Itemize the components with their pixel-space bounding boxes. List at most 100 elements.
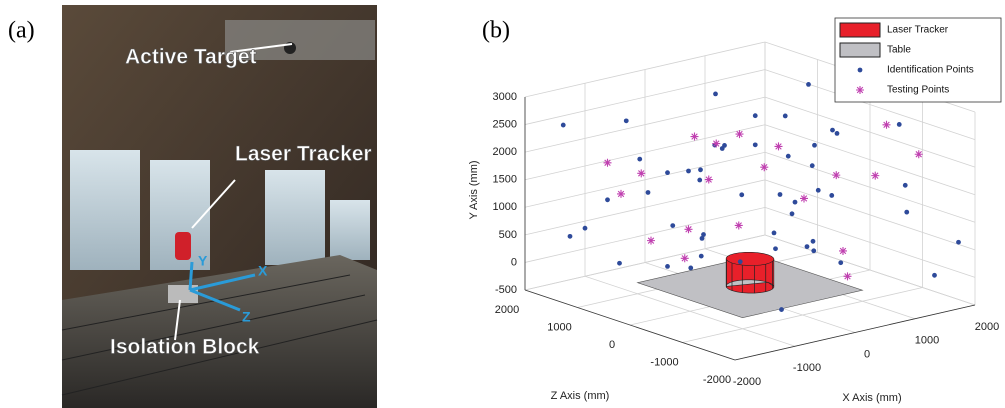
identification-point (812, 142, 817, 148)
identification-point (637, 156, 643, 162)
y-axis-label: Y Axis (mm) (468, 160, 480, 219)
identification-point (811, 248, 817, 254)
identification-point (809, 163, 815, 169)
grid-line (524, 96, 766, 153)
identification-point (771, 230, 777, 236)
testing-point (690, 132, 699, 141)
x-tick-label: 0 (864, 348, 870, 360)
identification-point (719, 146, 725, 151)
testing-point (712, 139, 721, 148)
identification-point (698, 253, 704, 259)
y-tick-label: 2000 (493, 146, 517, 158)
table-photo (62, 255, 377, 408)
legend-swatch (839, 22, 881, 38)
identification-point (670, 223, 676, 228)
testing-point (603, 158, 612, 167)
y-tick-label: -500 (495, 284, 517, 296)
testing-point (843, 272, 852, 281)
photo-axis-label: X (258, 263, 268, 279)
photo-axis (189, 273, 256, 292)
identification-point (830, 127, 835, 133)
grid-line (524, 207, 766, 263)
z-axis-label: Z Axis (mm) (551, 390, 610, 402)
testing-point (704, 175, 713, 184)
identification-point (792, 199, 798, 205)
testing-point (760, 163, 769, 172)
grid-line (524, 151, 766, 208)
panel-label: (b) (482, 18, 510, 44)
z-tick-label: -1000 (650, 356, 678, 368)
testing-point (832, 171, 841, 180)
identification-point (902, 182, 908, 188)
testing-point (882, 120, 891, 129)
identification-point (617, 260, 622, 266)
laser-tracker (725, 251, 775, 294)
identification-point (665, 263, 670, 269)
identification-point (567, 233, 573, 239)
legend-label: Identification Points (887, 65, 974, 76)
identification-point (932, 272, 937, 278)
grid-line (682, 287, 923, 343)
y-tick-label: 500 (499, 229, 517, 241)
photo-axis (189, 288, 241, 312)
window (70, 150, 140, 270)
x-tick-label: 1000 (915, 335, 939, 347)
y-tick-label: 3000 (493, 91, 517, 103)
grid-line (524, 69, 766, 125)
y-tick-label: 0 (511, 256, 517, 268)
identification-point (686, 168, 691, 174)
photo: Active Target Laser Tracker Isolation Bl… (61, 5, 378, 408)
table-slot (61, 274, 351, 331)
z-tick-label: 2000 (495, 304, 519, 316)
robot-arm (225, 20, 375, 60)
identification-point (789, 211, 795, 217)
identification-point (645, 190, 651, 195)
pointer (229, 43, 293, 53)
identification-point (698, 167, 703, 173)
pointer (191, 179, 236, 229)
testing-point (617, 189, 625, 198)
testing-point (914, 150, 923, 159)
legend-label: Table (887, 45, 911, 56)
legend-swatch (857, 67, 863, 73)
identification-point (752, 113, 758, 119)
grid-line (764, 151, 976, 223)
photo-axis-label: Z (242, 309, 251, 325)
y-tick-label: 1000 (493, 201, 517, 213)
identification-point (829, 193, 835, 198)
identification-point (777, 192, 783, 197)
identification-point (804, 244, 810, 250)
identification-point (623, 118, 629, 124)
grid-line (524, 234, 766, 291)
identification-point (737, 259, 743, 265)
axis-line (524, 289, 736, 361)
identification-point (782, 113, 788, 119)
identification-point (697, 177, 703, 183)
identification-point (810, 238, 816, 244)
testing-point (684, 225, 693, 234)
testing-point (800, 194, 808, 203)
testing-point (680, 254, 689, 263)
legend-swatch (839, 42, 881, 58)
identification-point (582, 225, 588, 231)
grid-line (764, 124, 976, 196)
grid-line (524, 124, 766, 181)
grid-line (764, 179, 976, 251)
testing-point (871, 171, 880, 180)
identification-point (779, 307, 784, 312)
photo-axis (188, 261, 194, 291)
pointer (174, 299, 181, 341)
identification-point (785, 153, 791, 159)
photo-label: Laser Tracker (235, 143, 372, 166)
legend-label: Laser Tracker (887, 25, 949, 36)
photo-label: Active Target (125, 46, 257, 69)
identification-point (665, 170, 670, 176)
identification-point (896, 122, 902, 127)
z-tick-label: 0 (609, 339, 615, 351)
z-tick-label: -2000 (703, 374, 731, 386)
identification-point (838, 260, 844, 266)
x-tick-label: 2000 (975, 321, 999, 333)
identification-point (688, 265, 694, 271)
